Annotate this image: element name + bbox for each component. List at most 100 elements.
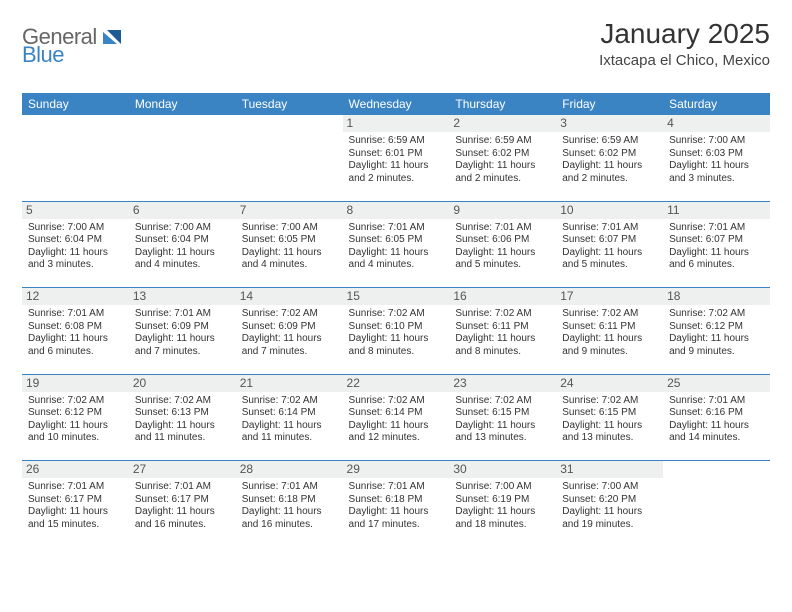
sunset-text: Sunset: 6:02 PM bbox=[562, 148, 657, 161]
sunrise-text: Sunrise: 7:00 AM bbox=[562, 481, 657, 494]
daylight-text: Daylight: 11 hours and 2 minutes. bbox=[562, 160, 657, 185]
sunset-text: Sunset: 6:11 PM bbox=[562, 321, 657, 334]
day-number: 13 bbox=[129, 288, 236, 305]
sunrise-text: Sunrise: 7:01 AM bbox=[669, 222, 764, 235]
sunrise-text: Sunrise: 7:02 AM bbox=[669, 308, 764, 321]
day-header-row: Sunday Monday Tuesday Wednesday Thursday… bbox=[22, 93, 770, 115]
day-number: 10 bbox=[556, 202, 663, 219]
daylight-text: Daylight: 11 hours and 4 minutes. bbox=[135, 247, 230, 272]
day-cell: 7Sunrise: 7:00 AMSunset: 6:05 PMDaylight… bbox=[236, 202, 343, 288]
week-row: 12Sunrise: 7:01 AMSunset: 6:08 PMDayligh… bbox=[22, 288, 770, 374]
location-subtitle: Ixtacapa el Chico, Mexico bbox=[599, 52, 770, 69]
sunset-text: Sunset: 6:18 PM bbox=[242, 494, 337, 507]
sunrise-text: Sunrise: 7:02 AM bbox=[455, 395, 550, 408]
sunset-text: Sunset: 6:09 PM bbox=[135, 321, 230, 334]
dayhead-tuesday: Tuesday bbox=[236, 93, 343, 115]
day-number: 11 bbox=[663, 202, 770, 219]
day-number: 12 bbox=[22, 288, 129, 305]
day-number: 14 bbox=[236, 288, 343, 305]
page-header: General January 2025 Ixtacapa el Chico, … bbox=[22, 18, 770, 69]
sunrise-text: Sunrise: 7:01 AM bbox=[28, 481, 123, 494]
daylight-text: Daylight: 11 hours and 4 minutes. bbox=[349, 247, 444, 272]
dayhead-thursday: Thursday bbox=[449, 93, 556, 115]
daylight-text: Daylight: 11 hours and 16 minutes. bbox=[242, 506, 337, 531]
sunset-text: Sunset: 6:16 PM bbox=[669, 407, 764, 420]
day-cell: 19Sunrise: 7:02 AMSunset: 6:12 PMDayligh… bbox=[22, 375, 129, 461]
daylight-text: Daylight: 11 hours and 13 minutes. bbox=[562, 420, 657, 445]
day-number: 22 bbox=[343, 375, 450, 392]
week-row: 19Sunrise: 7:02 AMSunset: 6:12 PMDayligh… bbox=[22, 375, 770, 461]
sunrise-text: Sunrise: 7:01 AM bbox=[242, 481, 337, 494]
sunset-text: Sunset: 6:08 PM bbox=[28, 321, 123, 334]
day-cell: 1Sunrise: 6:59 AMSunset: 6:01 PMDaylight… bbox=[343, 115, 450, 201]
daylight-text: Daylight: 11 hours and 12 minutes. bbox=[349, 420, 444, 445]
sunset-text: Sunset: 6:04 PM bbox=[135, 234, 230, 247]
day-number: 15 bbox=[343, 288, 450, 305]
day-cell bbox=[236, 115, 343, 201]
daylight-text: Daylight: 11 hours and 3 minutes. bbox=[28, 247, 123, 272]
day-number: 28 bbox=[236, 461, 343, 478]
day-cell: 8Sunrise: 7:01 AMSunset: 6:05 PMDaylight… bbox=[343, 202, 450, 288]
day-number: 4 bbox=[663, 115, 770, 132]
sunrise-text: Sunrise: 7:02 AM bbox=[562, 308, 657, 321]
day-cell bbox=[22, 115, 129, 201]
dayhead-sunday: Sunday bbox=[22, 93, 129, 115]
sunset-text: Sunset: 6:04 PM bbox=[28, 234, 123, 247]
daylight-text: Daylight: 11 hours and 2 minutes. bbox=[349, 160, 444, 185]
week-row: 5Sunrise: 7:00 AMSunset: 6:04 PMDaylight… bbox=[22, 202, 770, 288]
dayhead-monday: Monday bbox=[129, 93, 236, 115]
sunrise-text: Sunrise: 7:02 AM bbox=[135, 395, 230, 408]
day-cell: 25Sunrise: 7:01 AMSunset: 6:16 PMDayligh… bbox=[663, 375, 770, 461]
sunset-text: Sunset: 6:10 PM bbox=[349, 321, 444, 334]
day-number: 25 bbox=[663, 375, 770, 392]
sunrise-text: Sunrise: 7:02 AM bbox=[242, 395, 337, 408]
sunset-text: Sunset: 6:09 PM bbox=[242, 321, 337, 334]
sunrise-text: Sunrise: 6:59 AM bbox=[562, 135, 657, 148]
day-cell: 22Sunrise: 7:02 AMSunset: 6:14 PMDayligh… bbox=[343, 375, 450, 461]
sunrise-text: Sunrise: 7:01 AM bbox=[669, 395, 764, 408]
day-cell: 15Sunrise: 7:02 AMSunset: 6:10 PMDayligh… bbox=[343, 288, 450, 374]
sunrise-text: Sunrise: 7:00 AM bbox=[242, 222, 337, 235]
daylight-text: Daylight: 11 hours and 6 minutes. bbox=[669, 247, 764, 272]
daylight-text: Daylight: 11 hours and 6 minutes. bbox=[28, 333, 123, 358]
day-cell: 2Sunrise: 6:59 AMSunset: 6:02 PMDaylight… bbox=[449, 115, 556, 201]
dayhead-wednesday: Wednesday bbox=[343, 93, 450, 115]
daylight-text: Daylight: 11 hours and 19 minutes. bbox=[562, 506, 657, 531]
sunrise-text: Sunrise: 7:01 AM bbox=[135, 308, 230, 321]
calendar-table: Sunday Monday Tuesday Wednesday Thursday… bbox=[22, 93, 770, 547]
day-cell: 21Sunrise: 7:02 AMSunset: 6:14 PMDayligh… bbox=[236, 375, 343, 461]
day-cell: 16Sunrise: 7:02 AMSunset: 6:11 PMDayligh… bbox=[449, 288, 556, 374]
sunset-text: Sunset: 6:17 PM bbox=[135, 494, 230, 507]
sunrise-text: Sunrise: 6:59 AM bbox=[349, 135, 444, 148]
sunset-text: Sunset: 6:01 PM bbox=[349, 148, 444, 161]
sunrise-text: Sunrise: 7:01 AM bbox=[28, 308, 123, 321]
sunrise-text: Sunrise: 7:01 AM bbox=[455, 222, 550, 235]
day-number: 7 bbox=[236, 202, 343, 219]
daylight-text: Daylight: 11 hours and 17 minutes. bbox=[349, 506, 444, 531]
sunrise-text: Sunrise: 7:02 AM bbox=[349, 308, 444, 321]
day-number: 24 bbox=[556, 375, 663, 392]
sunset-text: Sunset: 6:06 PM bbox=[455, 234, 550, 247]
dayhead-friday: Friday bbox=[556, 93, 663, 115]
day-cell: 30Sunrise: 7:00 AMSunset: 6:19 PMDayligh… bbox=[449, 461, 556, 547]
week-row: 26Sunrise: 7:01 AMSunset: 6:17 PMDayligh… bbox=[22, 461, 770, 547]
daylight-text: Daylight: 11 hours and 11 minutes. bbox=[135, 420, 230, 445]
sunrise-text: Sunrise: 7:00 AM bbox=[669, 135, 764, 148]
logo-text-blue: Blue bbox=[22, 42, 64, 67]
sunrise-text: Sunrise: 7:00 AM bbox=[28, 222, 123, 235]
day-number: 31 bbox=[556, 461, 663, 478]
sunrise-text: Sunrise: 6:59 AM bbox=[455, 135, 550, 148]
day-cell: 14Sunrise: 7:02 AMSunset: 6:09 PMDayligh… bbox=[236, 288, 343, 374]
day-number: 19 bbox=[22, 375, 129, 392]
sunrise-text: Sunrise: 7:02 AM bbox=[242, 308, 337, 321]
day-number: 8 bbox=[343, 202, 450, 219]
daylight-text: Daylight: 11 hours and 13 minutes. bbox=[455, 420, 550, 445]
month-title: January 2025 bbox=[599, 18, 770, 50]
day-cell: 3Sunrise: 6:59 AMSunset: 6:02 PMDaylight… bbox=[556, 115, 663, 201]
daylight-text: Daylight: 11 hours and 3 minutes. bbox=[669, 160, 764, 185]
day-cell: 24Sunrise: 7:02 AMSunset: 6:15 PMDayligh… bbox=[556, 375, 663, 461]
day-number: 23 bbox=[449, 375, 556, 392]
day-cell: 4Sunrise: 7:00 AMSunset: 6:03 PMDaylight… bbox=[663, 115, 770, 201]
daylight-text: Daylight: 11 hours and 5 minutes. bbox=[455, 247, 550, 272]
day-number: 27 bbox=[129, 461, 236, 478]
